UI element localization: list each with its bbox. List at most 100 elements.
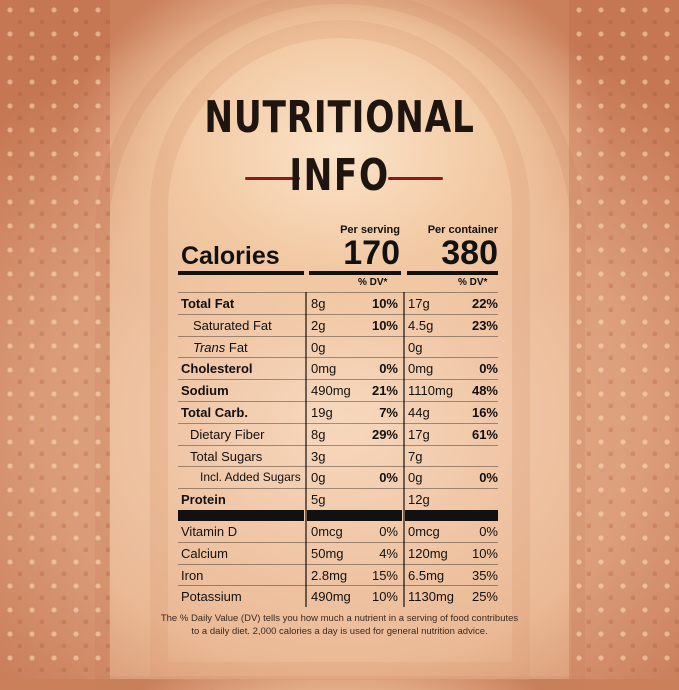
dv-container: 48% <box>471 383 498 399</box>
amount-container: 1130mg <box>408 589 455 605</box>
amount-container: 0g <box>408 339 423 355</box>
calories-serving-value: 170 <box>343 234 400 272</box>
label-header: Calories Per serving Per container 170 3… <box>178 222 498 275</box>
amount-serving: 50mg <box>311 545 344 561</box>
table-row: Total Sugars 3g 7g <box>178 444 498 467</box>
table-row: Trans Fat 0g 0g <box>178 335 498 358</box>
table-row: Incl. Added Sugars 0g 0% 0g 0% <box>178 466 498 488</box>
lattice-right <box>569 0 679 679</box>
thick-divider <box>178 509 498 521</box>
nutrient-name: Total Fat <box>181 296 235 311</box>
dv-serving: 0% <box>379 361 398 377</box>
calories-container-value: 380 <box>441 234 498 272</box>
nutrient-rows: Total Fat 8g 10% 17g 22% Saturated Fat 2… <box>178 292 498 608</box>
dv-serving: 4% <box>379 545 398 561</box>
amount-serving: 2.8mg <box>311 567 348 583</box>
amount-container: 120mg <box>408 545 448 561</box>
per-container-heading: Per container <box>427 224 498 236</box>
dv-label-container: % DV* <box>458 277 488 288</box>
nutrient-name: Total Carb. <box>181 404 248 420</box>
column-separator <box>305 292 307 608</box>
thick-divider-segment <box>178 509 304 521</box>
dv-label-serving: % DV* <box>358 277 388 288</box>
vitamin-name: Vitamin D <box>181 523 238 539</box>
column-separator <box>403 292 405 608</box>
thick-rule <box>309 271 401 275</box>
amount-serving: 19g <box>311 404 333 420</box>
nutrient-name: Incl. Added Sugars <box>200 470 301 485</box>
nutrient-name: Protein <box>181 492 226 508</box>
amount-container: 7g <box>408 448 423 464</box>
dv-container: 35% <box>471 567 498 583</box>
amount-serving: 0g <box>311 470 326 486</box>
amount-container: 0mcg <box>408 523 440 539</box>
table-row: Cholesterol 0mg 0% 0mg 0% <box>178 357 498 379</box>
amount-container: 4.5g <box>408 317 434 333</box>
dv-container: 10% <box>471 545 498 561</box>
amount-container: 0g <box>408 470 423 486</box>
nutrient-name: Trans Fat <box>193 340 248 355</box>
amount-container: 17g <box>408 426 430 442</box>
amount-serving: 8g <box>311 296 326 311</box>
dv-serving: 10% <box>371 296 398 311</box>
table-row: Iron 2.8mg 15% 6.5mg 35% <box>178 563 498 586</box>
per-serving-heading: Per serving <box>340 224 400 236</box>
dv-serving: 0% <box>379 470 398 486</box>
amount-serving: 490mg <box>311 383 351 399</box>
title-rule-right <box>388 177 443 180</box>
amount-serving: 0g <box>311 339 326 355</box>
vitamin-name: Potassium <box>181 589 242 605</box>
amount-serving: 490mg <box>311 589 351 605</box>
calories-label: Calories <box>181 242 280 270</box>
table-row: Calcium 50mg 4% 120mg 10% <box>178 541 498 564</box>
table-row: Vitamin D 0mcg 0% 0mcg 0% <box>178 521 498 542</box>
dv-serving: 15% <box>371 567 398 583</box>
footnote-line-1: The % Daily Value (DV) tells you how muc… <box>160 613 519 624</box>
nutrient-name: Sodium <box>181 383 229 399</box>
thick-rule <box>407 271 498 275</box>
dv-container: 23% <box>471 317 498 333</box>
nutrient-name: Total Sugars <box>190 448 263 464</box>
table-row: Dietary Fiber 8g 29% 17g 61% <box>178 422 498 445</box>
nutrient-name: Cholesterol <box>181 361 253 377</box>
thick-rule <box>178 271 304 275</box>
title-line-1: NUTRITIONAL <box>204 92 475 143</box>
dv-serving: 29% <box>371 426 398 442</box>
amount-container: 12g <box>408 492 430 508</box>
table-row: Total Carb. 19g 7% 44g 16% <box>178 400 498 423</box>
title-line-2: INFO <box>289 150 390 201</box>
amount-serving: 2g <box>311 317 326 333</box>
dv-container: 0% <box>479 470 498 486</box>
vitamin-name: Iron <box>181 567 204 583</box>
dv-serving: 0% <box>379 523 398 539</box>
lattice-left <box>0 0 110 679</box>
amount-serving: 0mg <box>311 361 337 377</box>
table-row: Sodium 490mg 21% 1110mg 48% <box>178 379 498 401</box>
dv-container: 0% <box>479 523 498 539</box>
thick-divider-segment <box>307 509 402 521</box>
dv-container: 22% <box>471 296 498 311</box>
amount-container: 6.5mg <box>408 567 445 583</box>
title-rule-left <box>245 177 300 180</box>
dv-serving: 10% <box>371 589 398 605</box>
dv-container: 61% <box>471 426 498 442</box>
dv-container: 25% <box>471 589 498 605</box>
dv-serving: 7% <box>379 404 398 420</box>
vitamin-name: Calcium <box>181 545 228 561</box>
dv-container: 16% <box>471 404 498 420</box>
trans-rest: Fat <box>225 339 248 355</box>
dv-serving: 10% <box>371 317 398 333</box>
table-row: Total Fat 8g 10% 17g 22% <box>178 292 498 314</box>
amount-serving: 3g <box>311 448 326 464</box>
amount-container: 17g <box>408 296 430 311</box>
nutrition-label: Calories Per serving Per container 170 3… <box>178 222 498 608</box>
nutrient-name: Saturated Fat <box>193 317 272 333</box>
nutrient-name: Dietary Fiber <box>190 426 265 442</box>
dv-container: 0% <box>479 361 498 377</box>
dv-serving: 21% <box>371 383 398 399</box>
table-row: Saturated Fat 2g 10% 4.5g 23% <box>178 313 498 336</box>
dv-header-row: % DV* % DV* <box>178 274 498 292</box>
thick-divider-segment <box>405 509 498 521</box>
amount-container: 44g <box>408 404 430 420</box>
amount-serving: 8g <box>311 426 326 442</box>
